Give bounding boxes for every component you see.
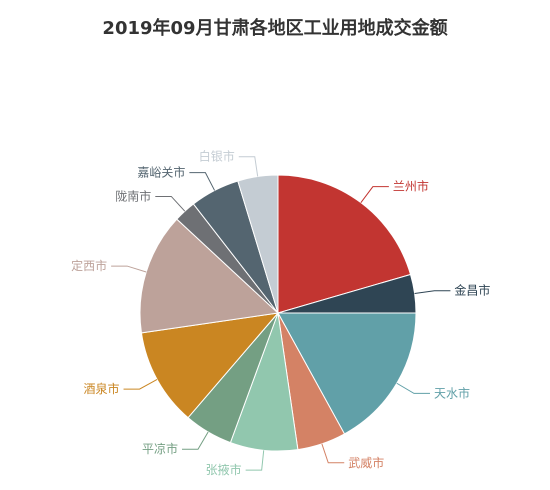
slice-label-5: 平凉市 [142, 441, 178, 456]
label-line-1 [414, 290, 451, 295]
label-line-4 [245, 450, 265, 471]
slice-label-10: 白银市 [199, 149, 235, 164]
pie-slice-2[interactable] [277, 312, 417, 435]
pie-slice-0[interactable] [277, 174, 412, 314]
pie-slice-7[interactable] [139, 218, 280, 334]
pie-slice-10[interactable] [237, 174, 279, 314]
label-line-7 [111, 265, 147, 273]
label-line-9 [189, 172, 216, 191]
slice-label-6: 酒泉市 [84, 381, 120, 396]
pie-slice-6[interactable] [140, 312, 280, 419]
slice-label-4: 张掖市 [206, 462, 242, 477]
label-line-2 [396, 382, 430, 394]
label-line-3 [321, 443, 345, 464]
slice-label-3: 武威市 [348, 455, 384, 470]
chart-title: 2019年09月甘肃各地区工业用地成交金额 [102, 18, 448, 39]
label-line-0 [360, 186, 389, 203]
slice-label-8: 陇南市 [115, 188, 151, 203]
label-line-8 [155, 195, 186, 212]
label-line-5 [181, 431, 209, 450]
slice-label-2: 天水市 [434, 385, 470, 400]
label-line-10 [238, 156, 259, 177]
label-line-6 [123, 379, 158, 390]
slice-label-0: 兰州市 [393, 179, 429, 194]
slice-label-9: 嘉峪关市 [137, 165, 185, 180]
slice-label-7: 定西市 [71, 258, 107, 273]
slice-label-1: 金昌市 [454, 283, 490, 298]
